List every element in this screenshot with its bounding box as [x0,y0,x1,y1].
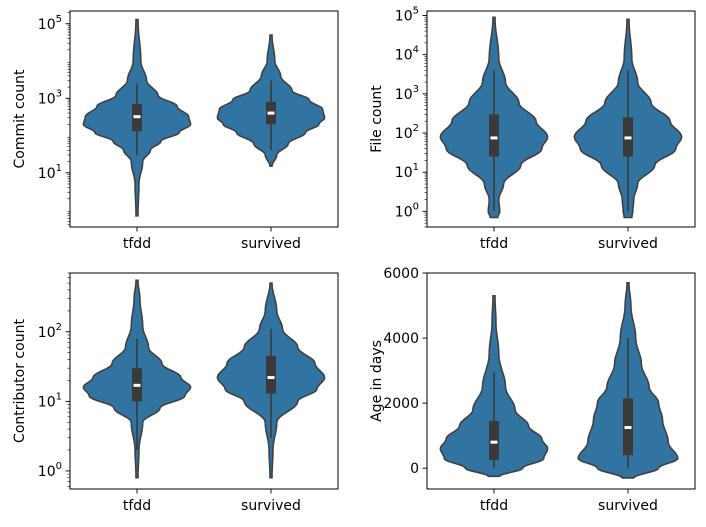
x-tick-label-survived: survived [241,498,301,514]
y-tick-exponent: 1 [56,163,62,174]
x-tick-label-survived: survived [598,498,658,514]
y-tick-exponent: 3 [413,84,419,95]
iqr-box-tfdd [489,421,499,461]
iqr-box-survived [266,355,276,394]
y-tick-exponent: 1 [56,391,62,402]
median-marker-survived [624,136,632,140]
x-tick-label-tfdd: tfdd [480,498,508,514]
axes-frame [69,10,339,228]
x-tick-label-tfdd: tfdd [480,236,508,252]
y-tick-exponent: 2 [413,123,419,134]
median-marker-survived [267,376,275,380]
y-axis-label: Age in days [369,340,385,422]
axes-frame [426,272,696,490]
median-marker-tfdd [490,440,498,444]
y-tick-label: 6000 [383,266,419,282]
y-axis-label: File count [369,85,385,153]
y-tick-base: 10 [395,126,413,142]
y-tick-base: 10 [38,464,56,480]
axes-frame [426,10,696,228]
y-tick-base: 10 [38,325,56,341]
y-tick-exponent: 0 [56,461,62,472]
median-marker-survived [624,426,632,430]
y-axis-label: Contributor count [12,319,28,443]
y-tick-base: 10 [38,91,56,107]
y-tick-base: 10 [395,48,413,64]
y-tick-label: 100 [395,201,419,220]
y-tick-base: 10 [38,166,56,182]
iqr-box-tfdd [489,114,499,157]
y-tick-label: 101 [395,162,419,181]
median-marker-tfdd [133,383,141,387]
median-marker-tfdd [490,136,498,140]
y-tick-base: 10 [38,17,56,33]
y-tick-label: 103 [395,84,419,103]
y-tick-label: 103 [38,88,62,107]
x-tick-label-tfdd: tfdd [123,236,151,252]
y-tick-exponent: 5 [413,5,419,16]
y-tick-label: 105 [395,5,419,24]
y-tick-base: 10 [395,204,413,220]
x-tick-label-tfdd: tfdd [123,498,151,514]
y-tick-base: 10 [395,165,413,181]
median-marker-survived [267,111,275,115]
y-tick-label: 2000 [383,396,419,412]
chart-panel-4: 0 2000 4000 6000 Age in days tfdd survived [369,266,696,514]
y-tick-exponent: 3 [56,88,62,99]
y-tick-label: 100 [38,461,62,480]
axes-frame [69,272,339,490]
y-tick-base: 10 [38,394,56,410]
y-tick-label: 101 [38,391,62,410]
y-tick-exponent: 1 [413,162,419,173]
y-tick-base: 10 [395,8,413,24]
y-tick-exponent: 5 [56,14,62,25]
x-tick-label-survived: survived [241,236,301,252]
x-tick-label-survived: survived [598,236,658,252]
y-tick-exponent: 0 [413,201,419,212]
median-marker-tfdd [133,115,141,119]
y-tick-label: 102 [38,322,62,341]
y-tick-label: 105 [38,14,62,33]
y-axis-label: Commit count [12,69,28,168]
y-tick-exponent: 2 [56,322,62,333]
y-tick-label: 102 [395,123,419,142]
y-tick-label: 104 [395,45,419,64]
y-tick-label: 0 [410,461,419,477]
y-tick-exponent: 4 [413,45,419,56]
y-tick-base: 10 [395,87,413,103]
y-tick-label: 101 [38,163,62,182]
y-tick-label: 4000 [383,331,419,347]
